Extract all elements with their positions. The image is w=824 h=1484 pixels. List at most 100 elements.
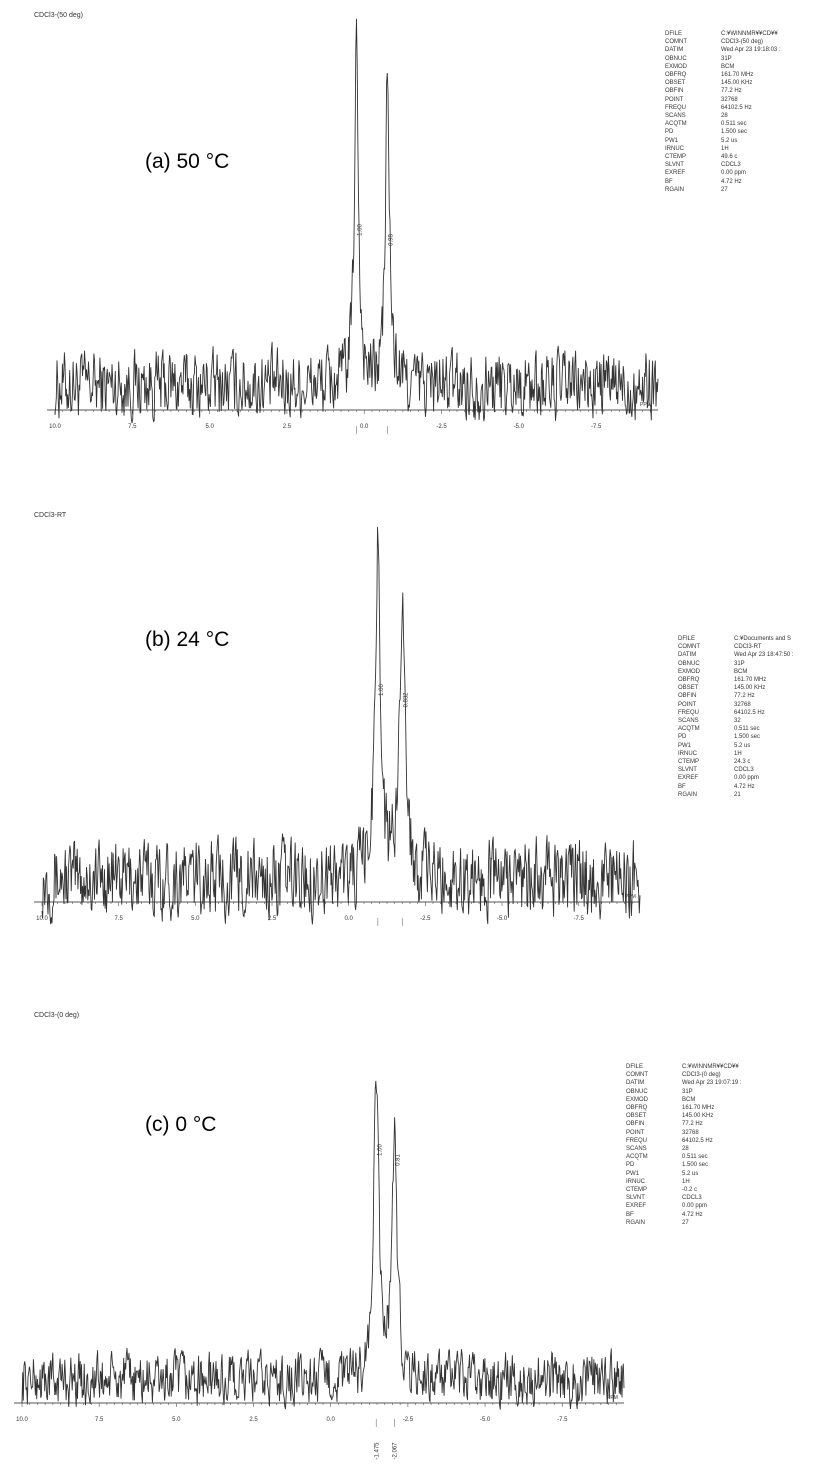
temperature-label: (a) 50 °C [145,150,230,173]
x-tick-label: 10.0 [16,1417,28,1423]
param-row: OBSET 145.00 KHz [678,684,822,692]
param-key: COMNT [626,1072,648,1079]
param-row: SLVNT CDCL3 [665,161,821,169]
param-key: PD [665,129,674,136]
param-key: OBFIN [665,88,684,95]
param-row: DFILE C:¥WINNMR¥¥CD¥¥ [626,1063,822,1071]
param-key: PD [626,1162,635,1169]
param-row: DATIM Wed Apr 23 18:47:50 : [678,651,822,659]
param-row: RGAIN 27 [626,1219,822,1227]
param-row: IRNUC 1H [678,750,822,758]
param-row: OBFIN 77.2 Hz [626,1120,822,1128]
x-tick-label: 2.5 [249,1417,258,1423]
peak-integral-label: 1.00 [358,224,364,236]
param-key: OBNUC [626,1088,648,1095]
param-row: SCANS 28 [626,1145,822,1153]
param-key: POINT [665,96,684,103]
file-label: CDCl3-(0 deg) [34,1012,80,1019]
param-key: OBFRQ [678,677,700,684]
param-value: 1H [721,145,729,152]
acquisition-params: DFILE C:¥Documents and S COMNT CDCl3-RT DATI… [678,635,822,799]
param-value: Wed Apr 23 19:18:03 : [721,47,781,54]
x-tick-label: 0.0 [344,916,353,922]
param-key: ACQTM [626,1154,648,1161]
param-key: DFILE [665,31,683,37]
param-value: 145.00 KHz [734,685,766,692]
param-key: BF [665,178,673,185]
param-row: SLVNT CDCL3 [626,1194,822,1202]
param-row: BF 4.72 Hz [678,783,822,791]
param-value: 161.70 MHz [721,72,754,79]
param-row: OBFRQ 161.70 MHz [678,676,822,684]
param-key: IRNUC [678,750,697,757]
param-value: 77.2 Hz [734,693,755,700]
param-key: SCANS [626,1146,647,1153]
param-value: 145.00 KHz [721,80,753,87]
param-key: CTEMP [665,154,686,161]
param-value: 5.2 us [734,742,751,749]
peak-integral-label: 0.81 [396,1154,402,1166]
file-label: CDCl3-(50 deg) [34,12,84,19]
x-tick-label: 10.0 [49,424,61,430]
param-key: SCANS [665,113,686,120]
x-axis-label: PPM [607,1395,618,1401]
param-row: PD 1.500 sec [626,1161,822,1169]
param-row: POINT 32768 [626,1129,822,1137]
param-row: ACQTM 0.511 sec [626,1153,822,1161]
param-value: 0.00 ppm [721,170,747,177]
param-key: IRNUC [626,1178,645,1185]
x-tick-label: 7.5 [114,916,123,922]
param-value: 1.500 sec [734,734,761,741]
param-row: OBSET 145.00 KHz [665,79,821,87]
nmr-spectrum: 10.0 7.5 5.0 2.5 0.0 -2.5 -5.0 -7.5 PPM 1.00 0.98 [47,18,659,434]
param-row: CTEMP -0.2 c [626,1186,822,1194]
x-tick-label: -5.0 [480,1417,491,1423]
nmr-spectrum: 10.0 7.5 5.0 2.5 0.0 -2.5 -5.0 -7.5 PPM 1.00 0.81 -… [14,1080,625,1460]
param-value: 77.2 Hz [682,1121,703,1128]
param-key: SLVNT [626,1195,645,1202]
param-value: CDCL3 [721,162,741,169]
param-value: 21 [734,791,741,798]
param-value: 0.511 sec [682,1154,708,1161]
param-value: 49.6 c [721,154,738,161]
temperature-label: (b) 24 °C [145,628,230,651]
x-tick-label: 5.0 [205,424,214,430]
x-tick-label: 5.0 [191,916,200,922]
param-key: COMNT [678,644,700,651]
param-row: EXREF 0.00 ppm [665,169,821,177]
param-key: CTEMP [626,1187,647,1194]
param-row: OBNUC 31P [678,660,822,668]
param-key: EXREF [626,1203,647,1210]
param-key: OBFRQ [626,1105,648,1112]
param-key: PW1 [665,137,679,144]
param-key: EXREF [678,775,699,782]
param-key: RGAIN [678,791,698,798]
param-value: 1H [734,750,742,757]
spectrum-panel-b: CDCl3-RT (b) 24 °C DFILE C:¥Documents and… [0,500,824,960]
x-tick-label: 7.5 [95,1417,104,1423]
param-key: OBSET [665,80,686,87]
file-label: CDCl3-RT [34,512,67,519]
param-key: DATIM [626,1080,645,1087]
param-value: 28 [721,113,728,120]
param-key: OBNUC [665,55,687,62]
acquisition-params: DFILE C:¥WINNMR¥¥CD¥¥ COMNT CDCl3-(0 deg) DA… [626,1063,822,1227]
peak-integral-label: 0.832 [403,692,409,708]
param-row: PW1 5.2 us [665,137,821,145]
param-value: 31P [734,660,745,667]
param-value: BCM [682,1096,696,1103]
spectrum-trace [21,1080,625,1410]
param-value: 32768 [721,96,738,103]
param-value: 1.500 sec [721,129,748,136]
peak-ppm-label: -1.475 [374,1442,380,1460]
x-tick-label: -2.5 [420,916,431,922]
param-key: FREQU [678,709,699,716]
param-key: CTEMP [678,759,699,766]
param-row: BF 4.72 Hz [626,1211,822,1219]
x-tick-label: -7.5 [573,916,584,922]
param-row: OBFIN 77.2 Hz [678,692,822,700]
param-key: OBFIN [678,693,697,700]
param-row: EXMOD BCM [626,1096,822,1104]
temperature-label: (c) 0 °C [145,1113,217,1136]
